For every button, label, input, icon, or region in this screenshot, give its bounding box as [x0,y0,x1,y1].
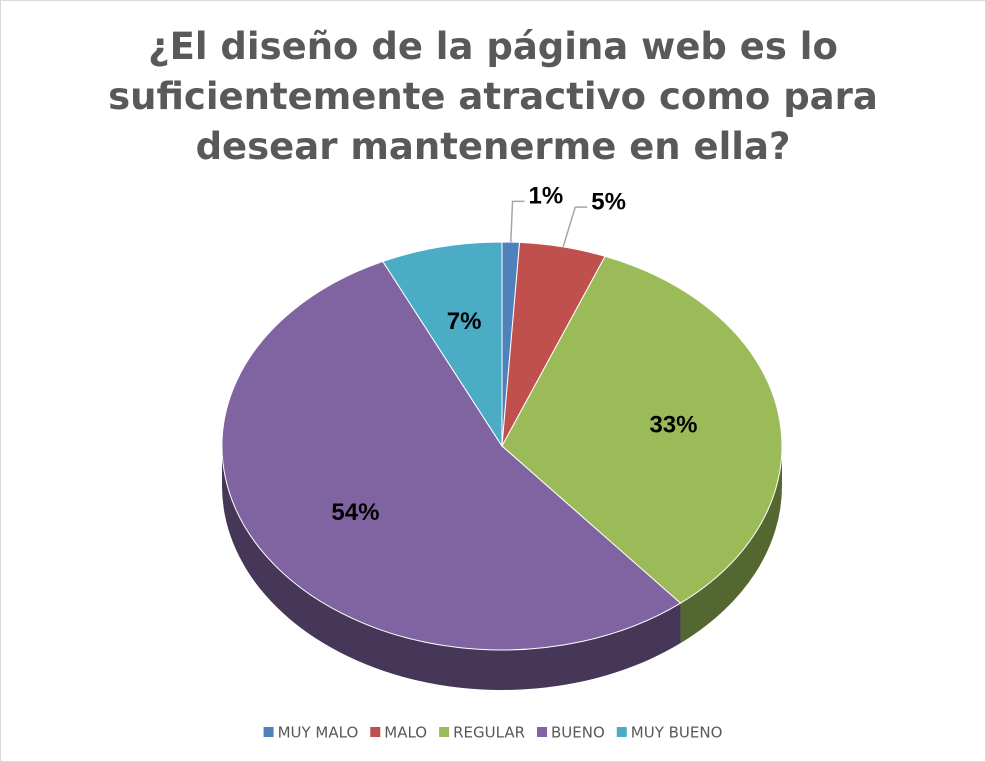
slice [382,241,503,448]
slice [221,260,682,651]
data-label: 1% [529,183,564,210]
legend-swatch [616,727,627,737]
chart-title: ¿El diseño de la página web es lo sufici… [108,25,878,168]
legend-label: MALO [384,724,427,742]
data-label: 54% [331,499,379,526]
legend-swatch [537,727,547,737]
slice [501,255,783,604]
legend-label: REGULAR [453,724,525,742]
legend-label: MUY MALO [278,724,359,742]
legend-swatch [370,727,381,737]
legend-label: MUY BUENO [631,724,723,742]
leader-line [510,200,525,243]
slice-side [222,446,681,690]
legend-swatch [439,727,450,737]
data-label: 7% [447,308,482,335]
leader-line [562,206,588,248]
legend-swatch [263,727,274,737]
slice-side [680,446,782,644]
data-label: 5% [591,188,626,215]
data-label: 33% [649,412,697,439]
legend-label: BUENO [551,724,605,742]
